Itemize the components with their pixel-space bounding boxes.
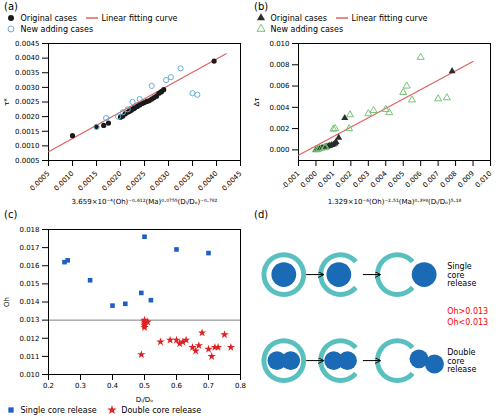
svg-text:0.0015: 0.0015: [77, 170, 100, 193]
html-text:New adding cases: New adding cases: [18, 24, 94, 34]
svg-text:0.010: 0.010: [269, 40, 289, 48]
svg-text:0.000: 0.000: [269, 146, 289, 154]
svg-text:0.002: 0.002: [334, 170, 354, 190]
svg-text:0.0010: 0.0010: [15, 142, 40, 150]
svg-text:τ*: τ*: [3, 98, 11, 106]
svg-text:0.0035: 0.0035: [15, 69, 40, 77]
svg-text:0.016: 0.016: [19, 262, 40, 270]
svg-text:0.4: 0.4: [107, 382, 119, 390]
svg-text:0.010: 0.010: [19, 371, 39, 379]
svg-text:0.008: 0.008: [269, 61, 289, 69]
html-text:(d): (d): [254, 209, 269, 220]
svg-text:0.008: 0.008: [439, 170, 459, 190]
svg-text:0.018: 0.018: [19, 226, 39, 234]
svg-text:0.006: 0.006: [269, 82, 290, 90]
svg-text:0.013: 0.013: [19, 316, 39, 324]
svg-text:0.2: 0.2: [43, 382, 54, 390]
svg-text:0.0015: 0.0015: [15, 127, 40, 135]
svg-text:0.6: 0.6: [171, 382, 183, 390]
svg-text:Oh: Oh: [3, 297, 11, 307]
svg-text:0.010: 0.010: [474, 170, 494, 190]
svg-text:0.0005: 0.0005: [29, 170, 52, 193]
svg-text:0.001: 0.001: [317, 170, 337, 190]
svg-text:0.0005: 0.0005: [15, 157, 40, 165]
svg-text:0.000: 0.000: [299, 170, 319, 190]
svg-text:0.8: 0.8: [235, 382, 246, 390]
svg-text:Doublecorerelease: Doublecorerelease: [447, 347, 476, 374]
svg-text:0.009: 0.009: [456, 170, 476, 190]
svg-text:Oh>0.013: Oh>0.013: [447, 307, 488, 316]
html-text:Linear fitting curve: Linear fitting curve: [99, 13, 178, 23]
html-text:Original cases: Original cases: [268, 13, 327, 23]
svg-text:Dᵢ/Dₒ: Dᵢ/Dₒ: [136, 396, 153, 404]
html-text:Linear fitting curve: Linear fitting curve: [349, 13, 428, 23]
svg-text:0.0020: 0.0020: [101, 170, 124, 193]
svg-text:-0.001: -0.001: [280, 170, 302, 192]
svg-text:0.0010: 0.0010: [53, 170, 76, 193]
html-text:Double core release: Double core release: [118, 405, 202, 415]
svg-text:0.3: 0.3: [75, 382, 86, 390]
svg-text:0.0025: 0.0025: [125, 170, 148, 193]
svg-text:0.004: 0.004: [369, 169, 389, 189]
html-text:New adding cases: New adding cases: [268, 24, 344, 34]
svg-text:0.0045: 0.0045: [15, 40, 40, 48]
html-text:(c): (c): [4, 209, 18, 220]
svg-text:0.0030: 0.0030: [15, 84, 40, 92]
svg-text:0.011: 0.011: [19, 353, 39, 361]
svg-text:0.015: 0.015: [19, 280, 39, 288]
svg-text:1.329×10⁻⁶(Oh)⁻²·⁵¹(Ma)⁰·³⁹⁸(D: 1.329×10⁻⁶(Oh)⁻²·⁵¹(Ma)⁰·³⁹⁸(Dᵢ/Dₒ)⁵·¹⁸: [328, 198, 462, 206]
svg-text:0.0020: 0.0020: [15, 113, 40, 121]
html-text:(a): (a): [4, 1, 18, 12]
svg-text:0.0045: 0.0045: [221, 170, 244, 193]
svg-text:Oh<0.013: Oh<0.013: [447, 318, 488, 327]
svg-text:0.5: 0.5: [139, 382, 150, 390]
html-text:(b): (b): [254, 1, 269, 12]
html-text:Single core release: Single core release: [18, 405, 97, 415]
svg-text:0.0035: 0.0035: [173, 170, 196, 193]
svg-text:0.006: 0.006: [404, 169, 424, 189]
svg-text:Δτ: Δτ: [253, 97, 261, 106]
svg-text:0.002: 0.002: [269, 125, 289, 133]
svg-text:3.659×10⁻⁴(Oh)⁻⁰·⁶¹²(Ma)⁰·⁰⁷⁵⁵: 3.659×10⁻⁴(Oh)⁻⁰·⁶¹²(Ma)⁰·⁰⁷⁵⁵(Dᵢ/Dₒ)⁻⁰·…: [72, 198, 218, 206]
svg-text:Singlecorerelease: Singlecorerelease: [447, 261, 476, 288]
svg-text:0.0040: 0.0040: [197, 170, 220, 193]
svg-text:0.0025: 0.0025: [15, 98, 40, 106]
svg-text:0.0040: 0.0040: [15, 54, 40, 62]
svg-text:0.007: 0.007: [421, 170, 441, 190]
svg-text:0.017: 0.017: [19, 244, 39, 252]
svg-text:0.7: 0.7: [203, 382, 214, 390]
svg-text:0.003: 0.003: [351, 170, 371, 190]
svg-text:0.004: 0.004: [269, 104, 290, 112]
svg-text:0.005: 0.005: [386, 170, 406, 190]
html-text:Original cases: Original cases: [18, 13, 77, 23]
svg-text:0.0030: 0.0030: [149, 170, 172, 193]
svg-text:0.012: 0.012: [19, 334, 39, 342]
svg-text:0.014: 0.014: [19, 298, 40, 306]
